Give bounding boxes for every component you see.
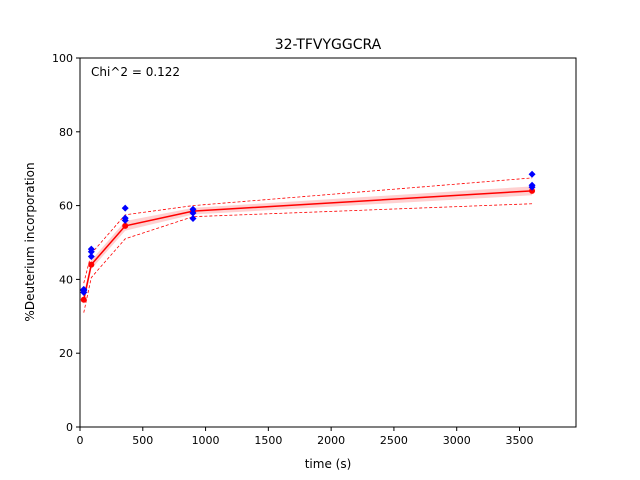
- x-tick-label: 3500: [505, 434, 533, 447]
- x-tick-label: 1500: [254, 434, 282, 447]
- observed-point: [528, 170, 536, 178]
- x-tick-label: 0: [77, 434, 84, 447]
- observed-point: [189, 205, 197, 213]
- y-tick-label: 20: [59, 347, 73, 360]
- observed-point: [121, 214, 129, 222]
- fit-lower-bound-line: [83, 203, 533, 313]
- x-tick-label: 2500: [380, 434, 408, 447]
- observed-point: [189, 209, 197, 217]
- fit-point: [529, 187, 536, 194]
- x-tick-label: 2000: [317, 434, 345, 447]
- fit-point: [88, 261, 95, 268]
- observed-point: [80, 285, 88, 293]
- chart-title: 32-TFVYGGCRA: [275, 37, 382, 53]
- observed-point: [121, 204, 129, 212]
- y-tick-label: 60: [59, 200, 73, 213]
- y-tick-label: 80: [59, 126, 73, 139]
- y-axis-label: %Deuterium incorporation: [23, 162, 37, 321]
- observed-point: [87, 253, 95, 261]
- y-tick-label: 0: [66, 421, 73, 434]
- observed-point: [528, 181, 536, 189]
- x-tick-label: 3000: [443, 434, 471, 447]
- x-axis-label: time (s): [305, 457, 352, 471]
- axes-frame: [79, 57, 577, 428]
- axis-ticks: 0 500 1000 1500 2000 2500 3000 3500 0 20 40 60 80 100: [52, 52, 533, 447]
- observed-point: [189, 215, 197, 223]
- fit-point: [80, 296, 87, 303]
- plot-area: [80, 170, 536, 313]
- observed-point: [87, 245, 95, 253]
- x-tick-label: 500: [132, 434, 153, 447]
- fit-point: [122, 222, 129, 229]
- chi-square-annotation: Chi^2 = 0.122: [91, 65, 180, 79]
- y-tick-label: 100: [52, 52, 73, 65]
- y-tick-label: 40: [59, 273, 73, 286]
- x-tick-label: 1000: [192, 434, 220, 447]
